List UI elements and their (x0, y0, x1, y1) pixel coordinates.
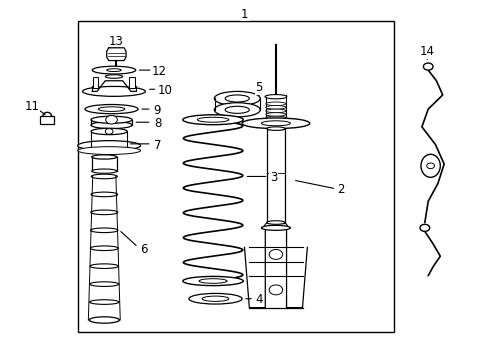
Text: 7: 7 (153, 139, 161, 152)
Text: 5: 5 (255, 81, 262, 94)
Bar (41, 116, 54, 124)
Text: 2: 2 (337, 184, 344, 197)
Bar (129, 77, 135, 88)
Circle shape (419, 224, 429, 231)
Ellipse shape (242, 118, 309, 129)
Circle shape (426, 163, 434, 168)
Ellipse shape (90, 228, 118, 233)
Text: 3: 3 (269, 171, 277, 184)
Text: 6: 6 (140, 243, 147, 256)
Bar (93, 77, 98, 88)
Text: 12: 12 (152, 65, 166, 78)
Text: 9: 9 (153, 104, 161, 117)
Text: 11: 11 (24, 100, 39, 113)
Ellipse shape (264, 95, 286, 99)
Ellipse shape (91, 210, 118, 215)
Text: 4: 4 (255, 293, 262, 306)
Ellipse shape (261, 121, 290, 126)
Ellipse shape (78, 141, 140, 150)
Bar (266, 129, 285, 222)
Ellipse shape (91, 192, 117, 197)
Ellipse shape (89, 300, 119, 304)
Ellipse shape (90, 282, 119, 287)
Ellipse shape (183, 115, 243, 125)
Circle shape (423, 63, 432, 70)
Ellipse shape (261, 225, 290, 230)
Ellipse shape (188, 293, 242, 304)
Ellipse shape (92, 66, 136, 74)
Ellipse shape (199, 279, 226, 283)
Ellipse shape (214, 91, 260, 105)
Text: 8: 8 (154, 117, 161, 130)
Ellipse shape (106, 69, 121, 72)
Ellipse shape (90, 246, 118, 251)
Ellipse shape (266, 127, 285, 130)
Ellipse shape (89, 318, 119, 322)
Ellipse shape (98, 107, 124, 111)
Ellipse shape (224, 95, 249, 102)
Ellipse shape (420, 154, 439, 177)
Ellipse shape (89, 317, 119, 323)
Ellipse shape (265, 105, 285, 109)
Circle shape (268, 285, 282, 295)
Circle shape (268, 249, 282, 260)
Ellipse shape (197, 117, 228, 122)
Ellipse shape (82, 86, 145, 96)
Ellipse shape (265, 102, 285, 105)
Ellipse shape (90, 264, 118, 269)
Ellipse shape (91, 122, 132, 129)
Bar (78, 21, 393, 332)
Ellipse shape (265, 116, 285, 120)
Ellipse shape (92, 169, 117, 173)
Ellipse shape (91, 174, 117, 179)
Circle shape (105, 116, 117, 124)
Circle shape (105, 129, 113, 134)
Text: 14: 14 (419, 45, 434, 58)
Ellipse shape (91, 128, 127, 135)
Ellipse shape (105, 75, 122, 78)
Ellipse shape (92, 155, 117, 159)
Text: 10: 10 (157, 84, 172, 97)
Ellipse shape (91, 116, 132, 123)
Ellipse shape (265, 113, 285, 116)
Ellipse shape (266, 221, 285, 224)
Text: 1: 1 (240, 8, 248, 21)
Polygon shape (106, 48, 126, 60)
Ellipse shape (224, 106, 249, 113)
Ellipse shape (214, 103, 260, 117)
Ellipse shape (78, 147, 140, 154)
Ellipse shape (265, 109, 285, 113)
Ellipse shape (183, 276, 243, 285)
Ellipse shape (85, 104, 138, 114)
Text: 13: 13 (109, 35, 123, 48)
Ellipse shape (202, 296, 228, 301)
